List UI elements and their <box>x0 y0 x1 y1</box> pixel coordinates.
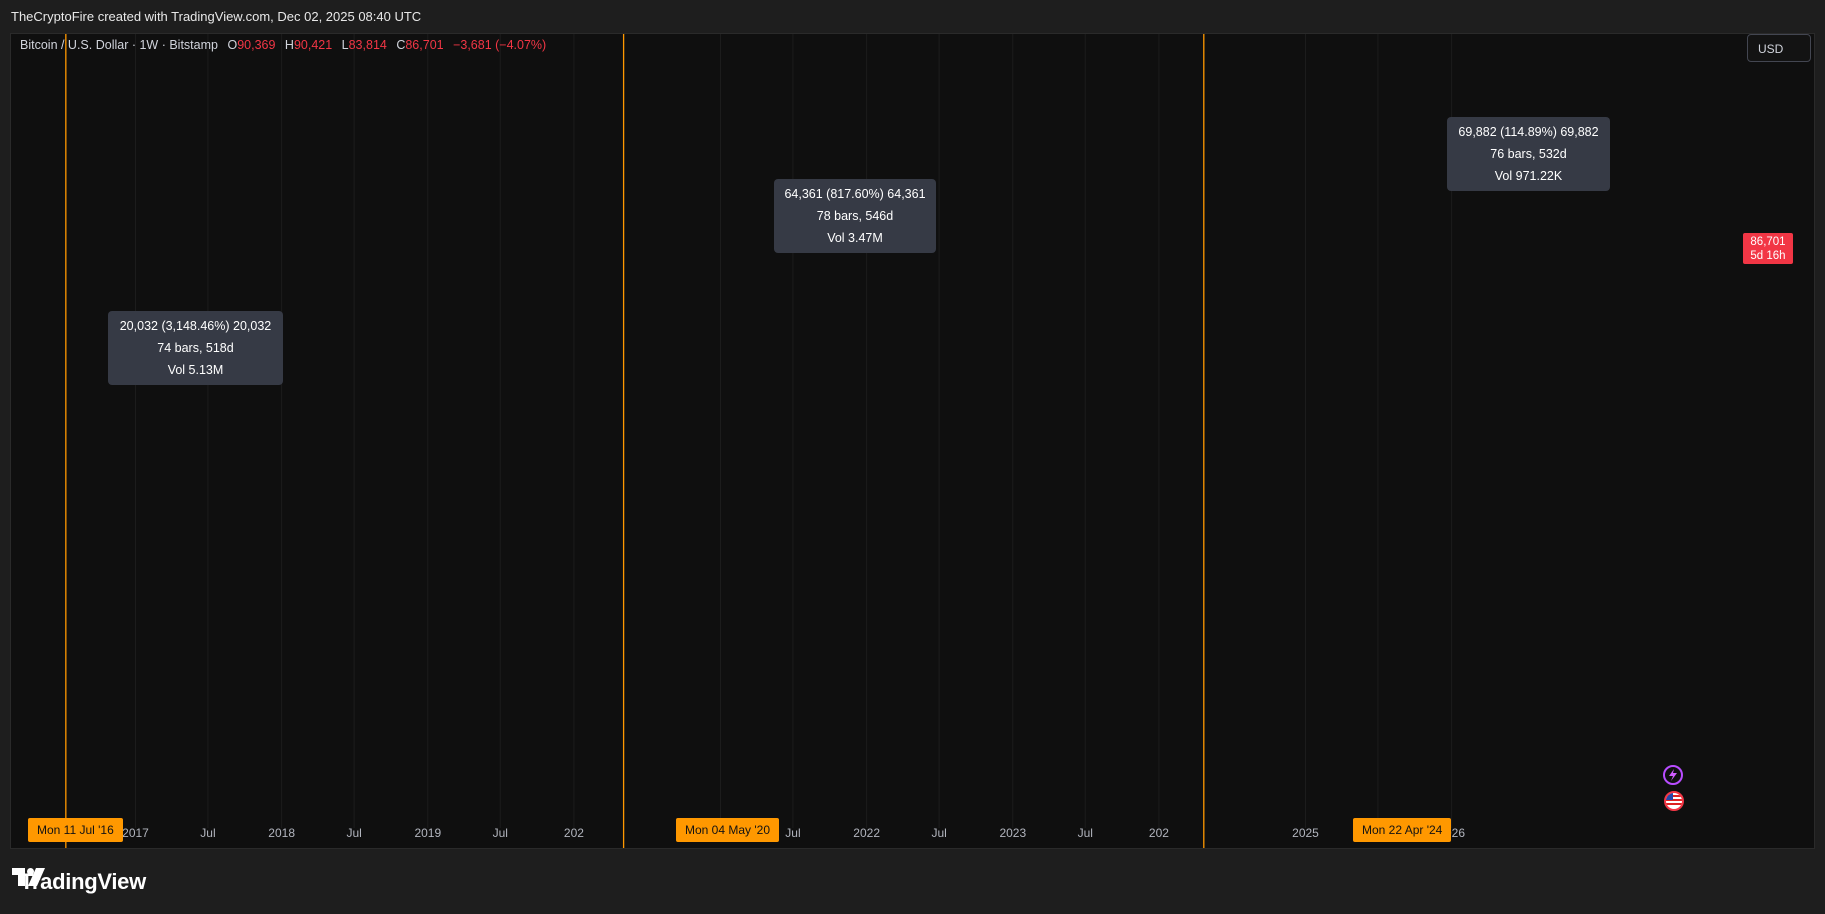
tradingview-logo-icon <box>12 868 45 886</box>
measure-3-bars: 76 bars, 532d <box>1490 147 1567 161</box>
high-key: H <box>284 38 294 52</box>
measure-label-2[interactable]: 64,361 (817.60%) 64,361 78 bars, 546d Vo… <box>774 179 936 253</box>
measure-2-bars: 78 bars, 546d <box>816 209 894 223</box>
x-tick-label: 2018 <box>268 826 295 840</box>
measure-2-volume: Vol 3.47M <box>827 231 883 245</box>
bar-countdown: 5d 16h <box>1750 250 1786 262</box>
lightning-icon[interactable] <box>1663 765 1683 785</box>
flag-icon[interactable] <box>1664 791 1684 811</box>
measure-1-change: 20,032 (3,148.46%) 20,032 <box>119 319 272 333</box>
last-price-tag: 86,701 5d 16h <box>1743 233 1793 264</box>
measure-label-1[interactable]: 20,032 (3,148.46%) 20,032 74 bars, 518d … <box>108 311 283 385</box>
measure-label-3[interactable]: 69,882 (114.89%) 69,882 76 bars, 532d Vo… <box>1447 117 1610 191</box>
x-tick-label: 2019 <box>414 826 441 840</box>
low-value: 83,814 <box>348 38 387 52</box>
change-value: −3,681 (−4.07%) <box>453 38 547 52</box>
chart-credit: TheCryptoFire created with TradingView.c… <box>11 9 422 24</box>
halving-date-badge-3: Mon 22 Apr '24 <box>1353 818 1452 842</box>
x-tick-label: 2022 <box>853 826 880 840</box>
x-tick-label: 2023 <box>999 826 1026 840</box>
symbol-label[interactable]: Bitcoin / U.S. Dollar · 1W · Bitstamp <box>20 38 218 52</box>
x-tick-label: Jul <box>1078 826 1093 840</box>
measure-2-change: 64,361 (817.60%) 64,361 <box>784 187 926 201</box>
footer-brand[interactable]: TradingView <box>12 868 146 896</box>
x-tick-label: Jul <box>346 826 361 840</box>
currency-button[interactable]: USD <box>1747 34 1811 62</box>
measure-1-bars: 74 bars, 518d <box>157 341 234 355</box>
halving-date-badge-1: Mon 11 Jul '16 <box>28 818 123 842</box>
x-tick-label: Jul <box>493 826 508 840</box>
top-bar: TheCryptoFire created with TradingView.c… <box>0 0 1825 33</box>
last-price-value: 86,701 <box>1750 236 1786 248</box>
close-value: 86,701 <box>405 38 444 52</box>
x-tick-label: 202 <box>1149 826 1169 840</box>
price-chart[interactable]: 4406008201,1001,5002,1002,9004,1005,6008… <box>11 34 1815 849</box>
measure-3-volume: Vol 971.22K <box>1494 169 1563 183</box>
x-tick-label: 2017 <box>122 826 149 840</box>
x-tick-label: Jul <box>785 826 800 840</box>
open-value: 90,369 <box>237 38 276 52</box>
symbol-legend: Bitcoin / U.S. Dollar · 1W · Bitstamp O9… <box>20 38 546 52</box>
open-key: O <box>227 38 238 52</box>
low-key: L <box>341 38 349 52</box>
high-value: 90,421 <box>293 38 333 52</box>
x-tick-label: Jul <box>931 826 946 840</box>
measure-1-volume: Vol 5.13M <box>167 363 224 377</box>
close-key: C <box>396 38 406 52</box>
halving-date-badge-2: Mon 04 May '20 <box>676 818 780 842</box>
x-tick-label: 2025 <box>1292 826 1319 840</box>
x-tick-label: Jul <box>200 826 215 840</box>
x-tick-label: 202 <box>564 826 584 840</box>
measure-3-change: 69,882 (114.89%) 69,882 <box>1458 125 1599 139</box>
